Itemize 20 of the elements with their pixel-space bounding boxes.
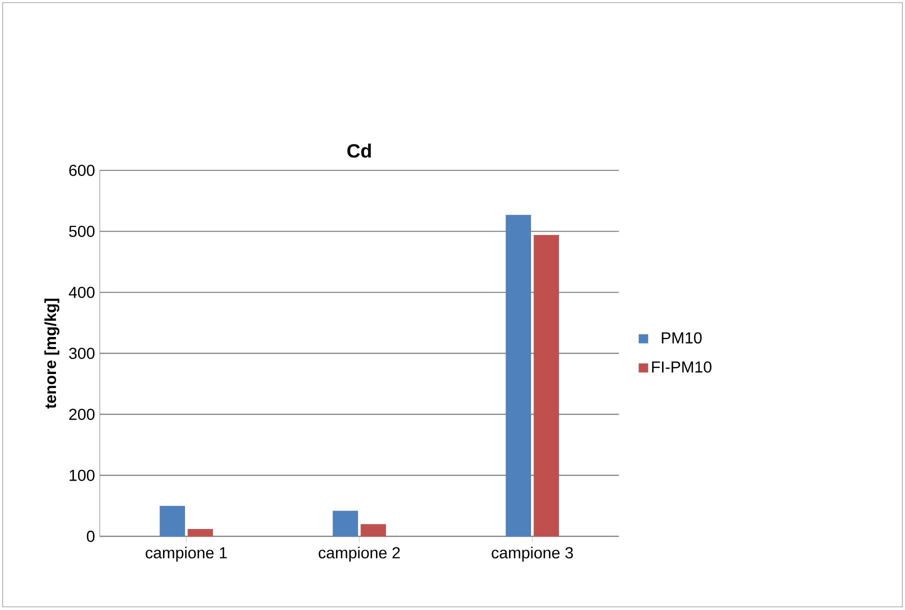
- bar: [188, 529, 213, 537]
- chart-title: Cd: [347, 144, 371, 158]
- x-tick-label: campione 1: [146, 546, 227, 562]
- bar: [160, 506, 185, 537]
- bar: [332, 510, 358, 537]
- x-tick-label: campione 2: [318, 546, 400, 562]
- y-tick-label: 100: [70, 470, 94, 482]
- x-tick-label: campione 3: [492, 546, 573, 562]
- y-tick-label: 0: [86, 530, 95, 542]
- bar: [534, 235, 559, 537]
- y-tick-label: 200: [69, 408, 94, 420]
- y-tick-label: 300: [69, 348, 94, 360]
- bar: [506, 215, 532, 537]
- y-tick-label: 500: [69, 226, 94, 238]
- y-axis-title: tenore [mg/kg]: [44, 299, 60, 409]
- y-tick-label: 600: [69, 164, 94, 176]
- y-tick-label: 400: [68, 286, 94, 298]
- legend-label: FI-PM10: [652, 362, 712, 373]
- legend-label: PM10: [662, 332, 702, 344]
- bar: [360, 524, 386, 537]
